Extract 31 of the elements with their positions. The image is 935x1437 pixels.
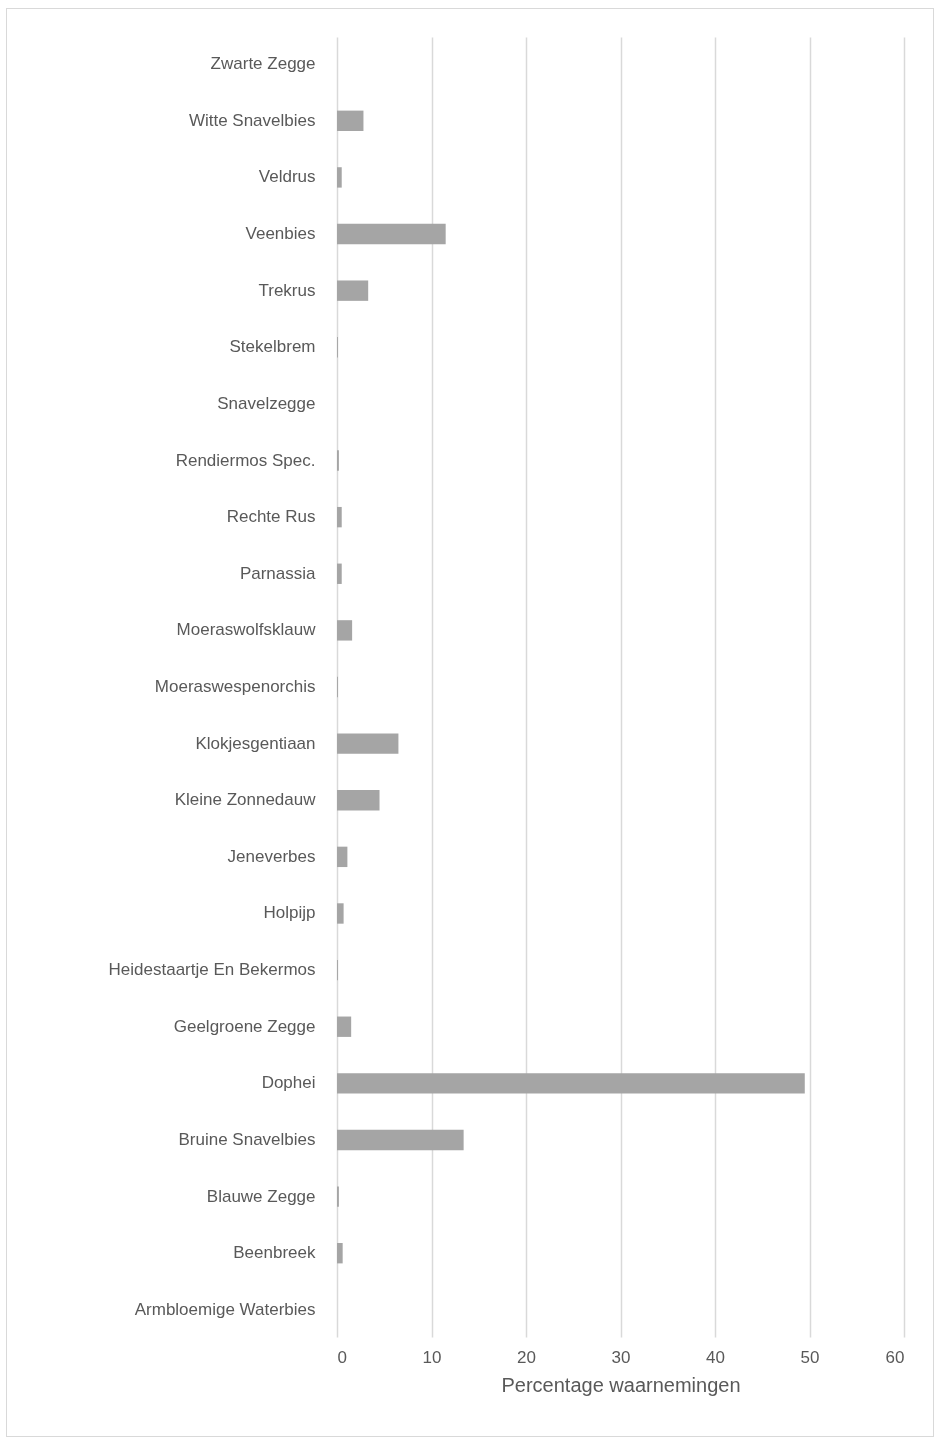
y-tick-label: Blauwe Zegge: [206, 1186, 316, 1206]
y-tick-label: Parnassia: [239, 563, 317, 583]
y-tick-label: Moeraswespenorchis: [154, 677, 316, 696]
x-tick-label: 10: [422, 1347, 442, 1367]
x-tick-label: 60: [885, 1347, 905, 1367]
y-tick-label: Holpijp: [263, 903, 316, 923]
y-tick-label: Heidestaartje En Bekermos: [108, 960, 316, 980]
y-tick-label: Zwarte Zegge: [210, 54, 316, 74]
y-tick-label: Klokjesgentiaan: [195, 733, 316, 753]
x-axis-title: Percentage waarnemingen: [501, 1373, 741, 1396]
y-tick-label: Stekelbrem: [229, 337, 316, 357]
y-tick-label: Witte Snavelbies: [188, 110, 316, 130]
y-tick-label: Veldrus: [258, 167, 316, 187]
y-tick-label: Snavelzegge: [217, 393, 316, 413]
x-tick-label: 0: [337, 1347, 347, 1367]
y-tick-label: Jeneverbes: [227, 846, 316, 866]
y-tick-label: Kleine Zonnedauw: [174, 790, 317, 810]
x-tick-label: 40: [706, 1347, 725, 1367]
x-tick-label: 20: [517, 1347, 536, 1367]
x-tick-label: 50: [800, 1347, 820, 1367]
y-tick-label: Geelgroene Zegge: [173, 1016, 316, 1036]
y-tick-label: Rendiermos Spec.: [175, 450, 316, 470]
y-tick-label: Moeraswolfsklauw: [176, 620, 317, 640]
y-tick-label: Armbloemige Waterbies: [134, 1299, 316, 1319]
y-tick-label: Veenbies: [245, 224, 316, 244]
y-tick-label: Trekrus: [258, 280, 316, 300]
y-tick-label: Rechte Rus: [226, 507, 316, 527]
y-tick-label: Beenbreek: [233, 1243, 316, 1263]
x-tick-label: 30: [611, 1347, 631, 1367]
y-tick-label: Dophei: [261, 1073, 316, 1093]
y-tick-label: Bruine Snavelbies: [178, 1129, 316, 1149]
